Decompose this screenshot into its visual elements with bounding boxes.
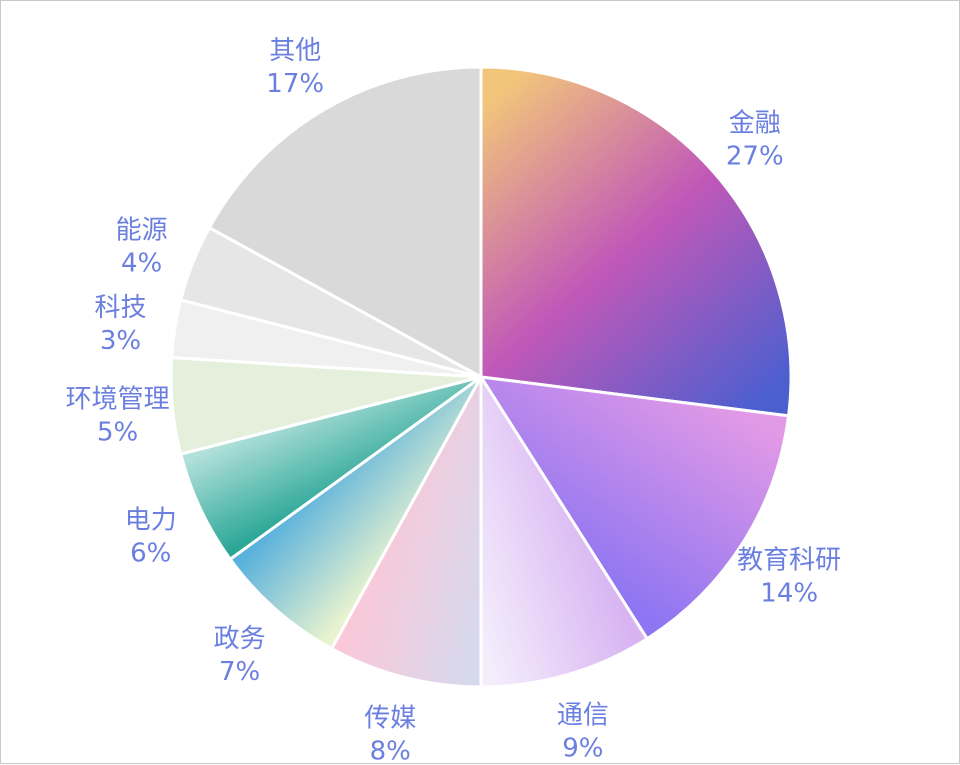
pie-label-value-4: 7% <box>219 657 260 687</box>
pie-slice-4 <box>228 375 483 651</box>
pie-slice-0 <box>479 65 793 418</box>
pie-label-value-3: 8% <box>370 737 411 765</box>
pie-label-3: 传媒 8% <box>364 704 416 765</box>
pie-label-category-0: 金融 <box>729 109 781 139</box>
pie-label-category-8: 能源 <box>116 216 168 246</box>
pie-label-value-0: 27% <box>726 142 784 172</box>
pie-label-category-5: 电力 <box>125 505 177 535</box>
pie-label-value-7: 3% <box>100 326 141 356</box>
pie-label-1: 教育科研 14% <box>737 546 841 609</box>
pie-label-8: 能源 4% <box>116 216 168 279</box>
pie-label-category-7: 科技 <box>94 293 146 323</box>
pie-label-category-1: 教育科研 <box>737 546 841 576</box>
pie-label-category-6: 环境管理 <box>66 384 170 414</box>
pie-label-4: 政务 7% <box>214 624 266 687</box>
pie-label-category-3: 传媒 <box>364 704 416 734</box>
pie-slices <box>169 65 793 689</box>
pie-labels: 金融 27% 教育科研 14% 通信 9% 传媒 8% 政务 7% 电力 6% 环境管理 5% 科技 3% 能源… <box>66 36 842 765</box>
pie-label-0: 金融 27% <box>726 109 784 172</box>
pie-label-value-6: 5% <box>97 417 138 447</box>
pie-label-value-1: 14% <box>760 579 818 609</box>
pie-label-value-9: 17% <box>266 69 324 99</box>
pie-label-category-2: 通信 <box>557 701 609 731</box>
pie-label-value-8: 4% <box>121 249 162 279</box>
pie-label-9: 其他 17% <box>266 36 324 99</box>
pie-label-value-5: 6% <box>130 538 171 568</box>
pie-label-category-4: 政务 <box>214 624 266 654</box>
pie-label-value-2: 9% <box>562 734 603 764</box>
pie-slice-1 <box>479 375 791 641</box>
pie-label-6: 环境管理 5% <box>66 384 170 447</box>
pie-slice-3 <box>330 375 483 689</box>
pie-slice-9 <box>207 65 483 379</box>
pie-label-7: 科技 3% <box>94 293 146 356</box>
pie-slice-2 <box>479 375 649 689</box>
pie-label-category-9: 其他 <box>269 36 321 66</box>
pie-label-5: 电力 6% <box>125 505 177 568</box>
pie-label-2: 通信 9% <box>557 701 609 764</box>
